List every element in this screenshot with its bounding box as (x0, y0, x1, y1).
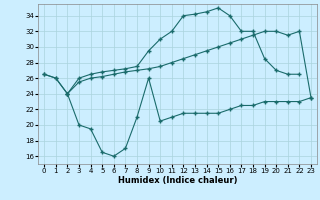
X-axis label: Humidex (Indice chaleur): Humidex (Indice chaleur) (118, 176, 237, 185)
